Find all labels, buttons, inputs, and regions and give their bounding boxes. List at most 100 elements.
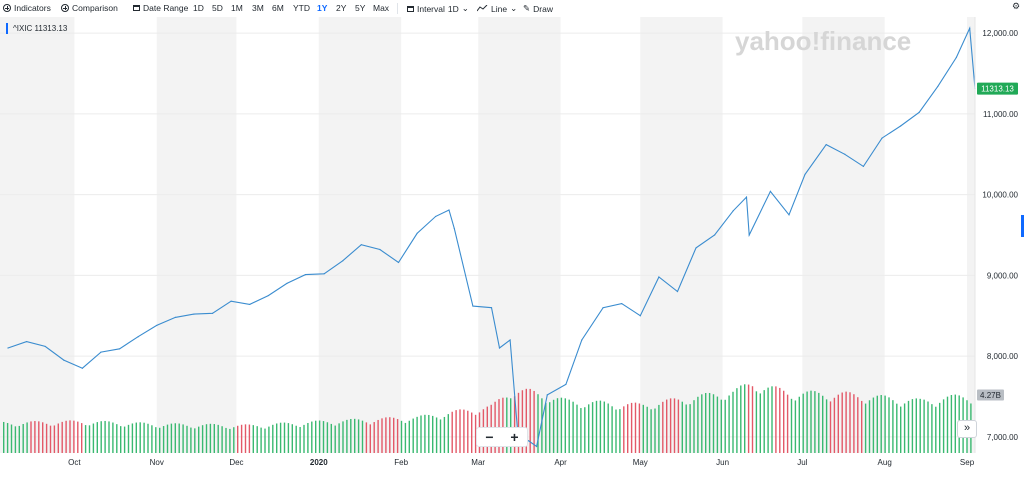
price-line-series [7,26,976,448]
volume-bar [935,406,937,453]
volume-bar [872,397,875,453]
price-point [788,214,790,216]
price-point [81,367,83,369]
volume-bar [3,421,5,453]
volume-bar [467,410,469,453]
draw-button[interactable]: ✎ Draw [523,3,553,14]
range-3m[interactable]: 3M [252,3,264,13]
range-5d[interactable]: 5D [212,3,223,13]
zoom-out-button[interactable]: − [485,429,494,445]
volume-bar [790,398,793,453]
volume-bar [283,422,286,453]
volume-bar [517,392,520,453]
volume-bar [603,401,605,453]
range-1d[interactable]: 1D [193,3,204,13]
calendar-icon [407,5,414,12]
volume-bar [279,422,282,453]
price-point [448,209,450,211]
volume-bar [892,400,894,453]
volume-bar [646,406,648,453]
volume-bar [209,423,212,453]
volume-bar [361,420,364,453]
price-point [900,125,902,127]
volume-bar [155,427,157,453]
price-point [211,312,214,314]
volume-bar [252,425,254,453]
comparison-button[interactable]: Comparison [61,3,118,13]
volume-bar [662,401,664,453]
volume-bar [57,423,59,453]
range-1y[interactable]: 1Y [317,3,327,13]
volume-bar [69,420,71,453]
volume-bar [591,402,594,453]
volume-bar [701,394,703,453]
double-chevron-right-icon[interactable]: » [957,420,977,438]
volume-bar [229,428,231,453]
range-1m[interactable]: 1M [231,3,243,13]
range-6m[interactable]: 6M [272,3,284,13]
volume-bar [903,403,906,453]
price-point [676,290,679,293]
date-range-button[interactable]: Date Range [133,3,188,13]
price-point [621,303,623,305]
price-point [844,153,846,155]
price-point [342,260,344,262]
volume-bar [334,425,336,453]
volume-bar [911,399,914,453]
x-tick-label: Apr [554,458,567,467]
volume-bar [677,399,680,453]
volume-bar [896,403,898,453]
volume-bar [513,396,516,453]
indicators-button[interactable]: Indicators [3,3,51,13]
volume-bar [346,419,348,453]
volume-bar [268,426,270,453]
volume-bar [459,409,461,453]
volume-bar [732,391,734,453]
volume-bar [615,409,617,453]
price-point [825,143,827,146]
comparison-label: Comparison [72,3,118,13]
interval-dropdown[interactable]: Interval 1D ⌄ [407,3,469,14]
range-3m-label: 3M [252,3,264,13]
chevron-down-icon: ⌄ [461,3,469,13]
zoom-in-button[interactable]: + [510,429,519,445]
volume-bar [506,397,508,453]
volume-bar [744,384,746,453]
volume-bar [498,399,500,453]
price-chart[interactable]: yahoo!finance Oct Nov Dec 2020 Feb Mar Apr May J… [0,17,1024,479]
volume-bar [342,421,344,453]
volume-bar [123,426,126,453]
volume-bar [611,406,613,453]
gear-icon[interactable]: ⚙ [1012,1,1021,11]
date-range-label: Date Range [143,3,189,13]
volume-bar [763,390,765,453]
side-panel-tab[interactable] [1021,215,1024,237]
volume-bar [10,424,13,453]
volume-bar [108,421,110,453]
volume-bar [139,422,141,453]
volume-bar [767,387,769,453]
chart-area[interactable]: yahoo!finance Oct Nov Dec 2020 Feb Mar Apr May J… [0,17,1024,479]
volume-bar [728,395,730,453]
price-point [118,348,121,350]
y-tick-label: 10,000.00 [982,191,1018,200]
range-5y-label: 5Y [355,3,366,13]
volume-bar [92,423,95,453]
month-band [640,17,723,453]
range-2y[interactable]: 2Y [336,3,346,13]
volume-bar [580,408,582,453]
ticker-legend[interactable]: ^IXIC 11313.13 [6,23,70,34]
volume-bar [205,424,208,453]
volume-bar [841,392,843,453]
volume-bar [825,399,828,453]
range-5y[interactable]: 5Y [355,3,365,13]
volume-bar [599,400,602,453]
volume-bar [369,424,371,453]
range-max[interactable]: Max [373,3,389,13]
volume-bar [178,423,180,453]
price-point [304,273,307,276]
chart-style-dropdown[interactable]: Line ⌄ [477,3,517,14]
volume-bar [455,410,457,453]
range-ytd[interactable]: YTD [293,3,310,13]
volume-bar [147,423,149,453]
